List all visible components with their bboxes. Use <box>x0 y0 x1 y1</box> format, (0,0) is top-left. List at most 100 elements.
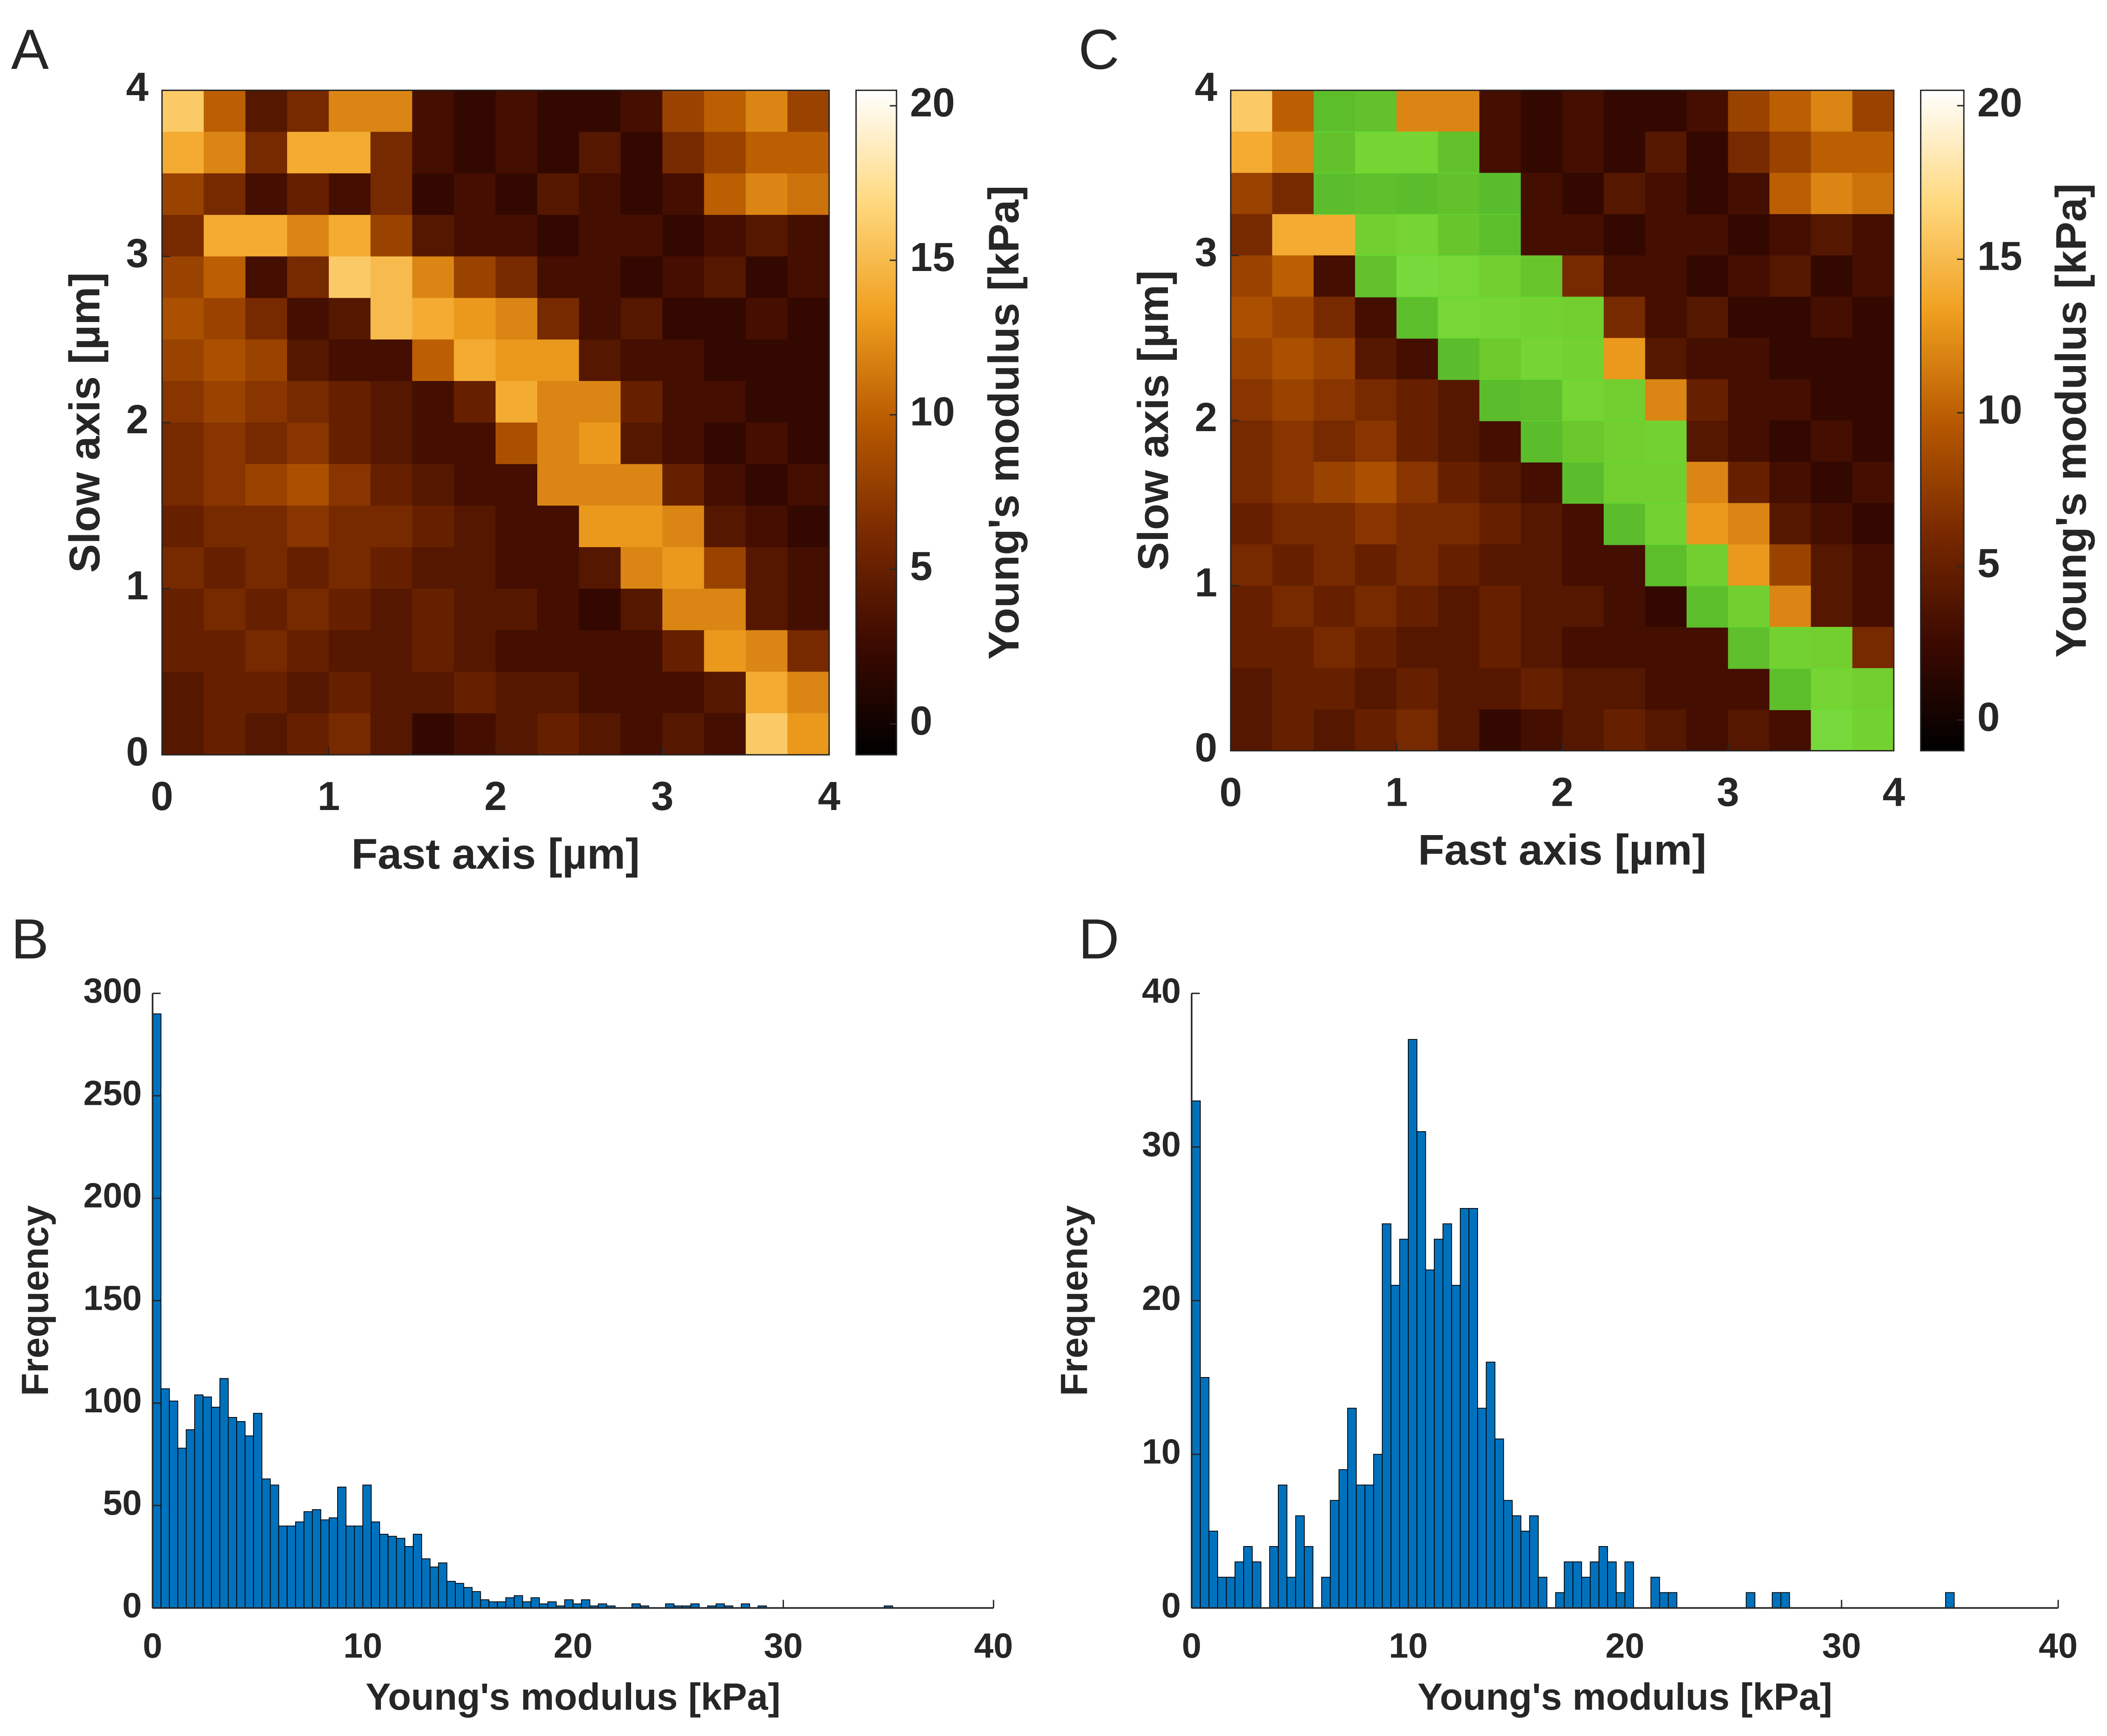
heat-cell <box>495 464 538 506</box>
heat-cell <box>329 630 371 672</box>
heat-cell <box>1355 421 1397 463</box>
heat-cell <box>245 630 288 672</box>
y-tick-label: 20 <box>1142 1279 1181 1318</box>
y-tick-label: 50 <box>103 1483 142 1522</box>
x-tick-label: 2 <box>484 774 507 819</box>
heat-cell <box>579 298 621 340</box>
highlight-band <box>1645 544 1728 587</box>
histogram-bar <box>329 1517 338 1609</box>
heat-cell <box>787 464 830 506</box>
histogram-bar <box>1555 1592 1565 1609</box>
colorbar <box>1920 90 1965 752</box>
histogram-bar <box>1278 1485 1288 1609</box>
heat-cell <box>662 215 705 257</box>
heat-cell <box>621 339 663 382</box>
heat-cell <box>1396 585 1439 628</box>
heat-cell <box>1728 709 1770 752</box>
heat-cell <box>537 173 580 216</box>
histogram-bar <box>463 1587 473 1609</box>
heat-cell <box>1687 709 1729 752</box>
x-tick-label: 20 <box>1605 1626 1644 1665</box>
x-tick-label: 3 <box>651 774 674 819</box>
x-axis-label: Fast axis [µm] <box>1418 825 1706 874</box>
heat-cell <box>1728 172 1770 215</box>
histogram-bar <box>1373 1454 1383 1609</box>
heat-cell <box>329 422 371 465</box>
heat-cell <box>1313 421 1356 463</box>
histogram-bar <box>177 1448 187 1609</box>
heat-cell <box>412 464 455 506</box>
heat-cell <box>203 215 246 257</box>
heat-cell <box>745 672 788 714</box>
heat-cell <box>203 588 246 631</box>
heat-cell <box>412 298 455 340</box>
heat-cell <box>1272 709 1314 752</box>
heat-cell <box>1272 503 1314 545</box>
heat-cell <box>1520 90 1563 133</box>
heat-cell <box>370 256 413 299</box>
heat-cell <box>495 588 538 631</box>
colorbar-label: Young's modulus [kPa] <box>2047 183 2095 658</box>
histogram-bar <box>581 1599 590 1609</box>
heat-cell <box>1687 172 1729 215</box>
histogram-bar <box>1200 1377 1210 1609</box>
heat-cell <box>1769 379 1812 421</box>
histogram-bar <box>211 1406 220 1609</box>
x-tick-label: 4 <box>1882 770 1905 815</box>
heat-cell <box>704 215 747 257</box>
histogram-bar <box>1391 1284 1400 1609</box>
histogram-bar <box>488 1601 498 1609</box>
heat-cell <box>1769 709 1812 752</box>
heat-cell <box>1728 131 1770 174</box>
heat-cell <box>662 173 705 216</box>
heat-cell <box>1645 255 1687 298</box>
histogram-bar <box>1364 1485 1374 1609</box>
heat-cell <box>454 464 496 506</box>
heat-cell <box>662 381 705 423</box>
y-tick-label: 0 <box>126 729 149 774</box>
heat-cell <box>329 464 371 506</box>
heat-cell <box>1313 585 1356 628</box>
histogram-bar <box>1477 1408 1487 1609</box>
heat-cell <box>1811 379 1853 421</box>
heat-cell <box>370 173 413 216</box>
heat-cell <box>537 132 580 174</box>
heat-cell <box>495 630 538 672</box>
heat-cell <box>1562 172 1605 215</box>
x-tick-label: 1 <box>1385 770 1408 815</box>
heat-cell <box>1728 255 1770 298</box>
highlight-band <box>1603 503 1687 545</box>
heat-cell <box>745 90 788 133</box>
heat-cell <box>537 339 580 382</box>
heat-cell <box>1562 131 1605 174</box>
heat-cell <box>287 298 330 340</box>
x-axis-label: Fast axis [µm] <box>351 830 640 878</box>
heat-cell <box>1852 255 1895 298</box>
histogram-bar <box>152 1013 162 1609</box>
heat-cell <box>704 173 747 216</box>
heat-cell <box>621 215 663 257</box>
x-tick-label: 1 <box>318 774 340 819</box>
heat-cell <box>1355 296 1397 339</box>
heat-cell <box>412 215 455 257</box>
heat-cell <box>203 422 246 465</box>
heat-cell <box>537 547 580 590</box>
heat-cell <box>1313 255 1356 298</box>
heat-cell <box>454 588 496 631</box>
x-tick-label: 30 <box>1822 1626 1861 1665</box>
heat-cell <box>787 132 830 174</box>
heat-cell <box>203 464 246 506</box>
heat-cell <box>1645 131 1687 174</box>
heat-cell <box>1396 462 1439 504</box>
heat-cell <box>579 422 621 465</box>
x-tick-label: 10 <box>343 1626 382 1665</box>
heat-cell <box>1852 585 1895 628</box>
heat-cell <box>329 588 371 631</box>
heat-cell <box>787 713 830 756</box>
histogram-bar <box>1382 1223 1391 1609</box>
highlight-band <box>1355 255 1563 298</box>
heat-cell <box>162 630 205 672</box>
heat-cell <box>1272 421 1314 463</box>
colorbar-tick-label: 5 <box>1977 541 2000 586</box>
heat-cell <box>537 215 580 257</box>
